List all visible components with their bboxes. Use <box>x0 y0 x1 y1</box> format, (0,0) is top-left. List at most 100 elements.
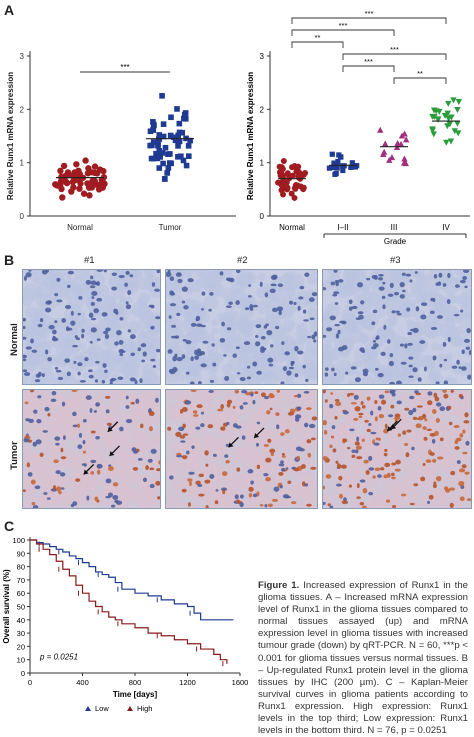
cell-nucleus <box>310 466 317 470</box>
cell-nucleus <box>423 436 428 441</box>
cell-nucleus <box>176 357 183 362</box>
tissue-texture <box>131 300 149 319</box>
data-point-iv <box>429 126 436 133</box>
tissue-texture <box>201 390 218 402</box>
cell-nucleus <box>468 350 471 356</box>
cell-nucleus <box>412 367 418 373</box>
cell-nucleus <box>142 351 147 357</box>
cell-nucleus <box>169 276 175 282</box>
cell-nucleus <box>234 494 239 500</box>
cell-nucleus <box>378 394 385 399</box>
cell-nucleus <box>323 456 329 461</box>
data-point-iv <box>431 114 438 121</box>
cell-nucleus <box>252 304 258 308</box>
cell-nucleus <box>179 409 184 414</box>
cell-nucleus <box>156 468 160 472</box>
cell-nucleus <box>129 334 136 340</box>
cell-nucleus <box>214 500 219 505</box>
cell-nucleus <box>61 401 66 407</box>
cell-nucleus <box>451 365 458 369</box>
cell-nucleus <box>205 463 209 467</box>
cell-nucleus <box>46 270 49 273</box>
cell-nucleus <box>26 462 30 468</box>
cell-nucleus <box>90 327 97 333</box>
cell-nucleus <box>39 452 44 458</box>
cell-nucleus <box>374 400 378 405</box>
cell-nucleus <box>333 291 340 295</box>
tissue-texture <box>299 333 307 341</box>
tissue-texture <box>196 330 203 338</box>
cell-nucleus <box>286 370 292 376</box>
ihc-image-normal-1 <box>22 269 161 385</box>
cell-nucleus <box>148 304 153 308</box>
sig-label: *** <box>365 9 374 18</box>
cell-nucleus <box>353 394 359 400</box>
cell-nucleus <box>125 304 132 310</box>
cell-nucleus <box>101 312 108 317</box>
data-point-tumor <box>185 143 192 149</box>
cell-nucleus <box>294 373 299 378</box>
cell-nucleus <box>378 286 385 291</box>
grade-label: Grade <box>384 237 407 246</box>
cell-nucleus <box>380 351 386 357</box>
cell-nucleus <box>55 369 62 373</box>
cell-nucleus <box>459 496 465 502</box>
cell-nucleus <box>358 415 363 419</box>
cell-nucleus <box>176 454 183 458</box>
cell-nucleus <box>175 272 182 277</box>
cell-nucleus <box>358 412 364 416</box>
cell-nucleus <box>150 448 157 454</box>
sig-label: ** <box>417 69 423 78</box>
cell-nucleus <box>209 379 215 383</box>
tissue-texture <box>344 396 352 404</box>
cell-nucleus <box>370 431 377 435</box>
cell-nucleus <box>389 381 396 384</box>
cell-nucleus <box>278 471 284 476</box>
arrow-head-icon <box>228 442 234 448</box>
cell-nucleus <box>179 435 186 439</box>
cell-nucleus <box>39 317 44 323</box>
cell-nucleus <box>394 468 401 472</box>
cell-nucleus <box>60 456 67 460</box>
tissue-texture <box>351 499 366 508</box>
cell-nucleus <box>325 474 332 479</box>
cell-nucleus <box>389 353 394 358</box>
cell-nucleus <box>204 479 211 484</box>
cell-nucleus <box>115 500 123 505</box>
cell-nucleus <box>260 346 265 352</box>
cell-nucleus <box>114 341 119 346</box>
cell-nucleus <box>415 423 422 429</box>
cell-nucleus <box>406 429 412 433</box>
cell-nucleus <box>96 281 100 286</box>
cell-nucleus <box>442 390 447 394</box>
cell-nucleus <box>25 272 32 278</box>
cell-nucleus <box>23 354 28 359</box>
cell-nucleus <box>190 356 194 362</box>
cell-nucleus <box>453 313 460 317</box>
cell-nucleus <box>75 478 81 482</box>
arrow-head-icon <box>254 432 260 438</box>
cell-nucleus <box>73 360 77 364</box>
tissue-texture <box>136 433 153 450</box>
chart-c-survival: 0 10 20 30 40 50 60 70 80 90 100 0 400 800 1200 1600 Tim… <box>2 536 248 713</box>
tissue-texture <box>70 483 80 492</box>
sig-bracket <box>342 53 447 60</box>
cell-nucleus <box>250 392 254 397</box>
cell-nucleus <box>356 496 361 499</box>
cell-nucleus <box>23 358 27 362</box>
cell-nucleus <box>225 305 232 308</box>
cell-nucleus <box>236 270 241 274</box>
cell-nucleus <box>110 377 117 381</box>
data-point-iii <box>398 132 406 139</box>
tissue-texture <box>307 315 317 326</box>
tissue-texture <box>84 318 92 325</box>
tissue-texture <box>356 360 364 368</box>
cell-nucleus <box>205 504 209 508</box>
cell-nucleus <box>415 306 420 312</box>
cell-nucleus <box>56 299 63 303</box>
data-point-normal <box>57 167 64 175</box>
cell-nucleus <box>436 315 444 319</box>
cell-nucleus <box>357 282 364 288</box>
tissue-texture <box>403 473 416 485</box>
cell-nucleus <box>339 493 343 499</box>
